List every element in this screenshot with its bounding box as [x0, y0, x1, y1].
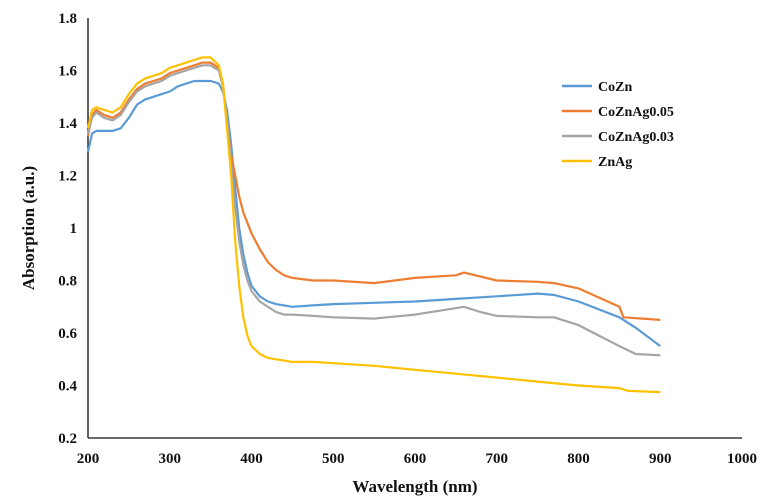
legend-label: CoZnAg0.03: [598, 130, 674, 145]
series-lines: [86, 56, 661, 394]
y-tick-label: 1.8: [58, 11, 77, 27]
x-tick-label: 800: [567, 451, 590, 467]
x-tick-label: 1000: [727, 451, 757, 467]
y-tick-label: 0.6: [58, 326, 77, 342]
x-tick-label: 600: [404, 451, 427, 467]
x-tick-label: 200: [77, 451, 100, 467]
x-tick-label: 700: [486, 451, 509, 467]
x-tick-label: 400: [240, 451, 263, 467]
legend-label: ZnAg: [598, 155, 632, 170]
y-tick-label: 1: [70, 221, 78, 237]
x-axis-title: Wavelength (nm): [352, 477, 477, 496]
legend-label: CoZn: [598, 80, 632, 95]
legend: CoZn CoZnAg0.05 CoZnAg0.03 ZnAg: [562, 80, 674, 170]
x-tick-label: 300: [159, 451, 182, 467]
plot-area: [87, 18, 742, 439]
y-tick-label: 0.4: [58, 379, 77, 395]
y-tick-labels: 0.2 0.4 0.6 0.8 1 1.2 1.4 1.6 1.8: [58, 11, 77, 447]
y-tick-label: 1.4: [58, 116, 77, 132]
series-line-znag: [86, 56, 661, 394]
legend-label: CoZnAg0.05: [598, 105, 674, 120]
y-tick-label: 0.2: [58, 431, 77, 447]
series-line-coznag0-03: [86, 64, 661, 357]
x-tick-label: 500: [322, 451, 345, 467]
y-axis-title: Absorption (a.u.): [19, 166, 38, 290]
y-tick-label: 1.6: [58, 64, 77, 80]
series-line-coznag0-05: [86, 61, 661, 321]
y-tick-label: 1.2: [58, 169, 77, 185]
x-tick-label: 900: [649, 451, 672, 467]
series-line-cozn: [86, 79, 661, 347]
y-tick-label: 0.8: [58, 274, 77, 290]
x-tick-labels: 200 300 400 500 600 700 800 900 1000: [77, 451, 757, 467]
